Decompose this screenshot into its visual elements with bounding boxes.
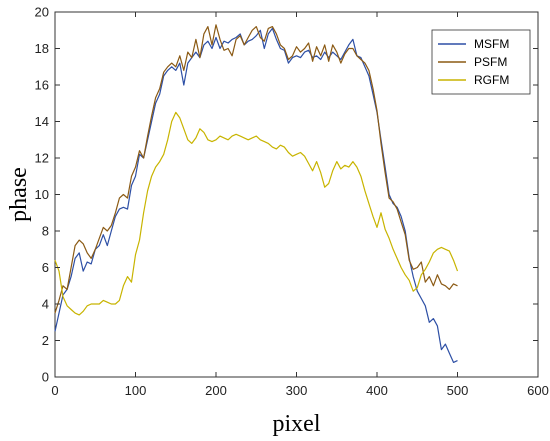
legend-label-rgfm: RGFM: [474, 73, 509, 87]
series-line-psfm: [54, 24, 458, 314]
y-tick-label: 16: [35, 78, 49, 93]
x-tick-label: 400: [366, 383, 388, 398]
y-tick-label: 0: [42, 370, 49, 385]
y-tick-label: 12: [35, 151, 49, 166]
series-line-rgfm: [54, 111, 459, 316]
y-tick-label: 8: [42, 224, 49, 239]
x-tick-label: 500: [447, 383, 469, 398]
x-tick-label: 0: [51, 383, 58, 398]
series-layer: [54, 24, 459, 363]
legend-label-msfm: MSFM: [474, 37, 509, 51]
y-tick-label: 20: [35, 5, 49, 20]
y-tick-label: 18: [35, 41, 49, 56]
y-tick-label: 2: [42, 333, 49, 348]
y-tick-label: 14: [35, 114, 49, 129]
x-tick-label: 200: [205, 383, 227, 398]
series-line-msfm: [54, 27, 458, 363]
y-tick-label: 6: [42, 260, 49, 275]
x-axis-label: pixel: [273, 411, 321, 437]
y-tick-label: 10: [35, 187, 49, 202]
y-tick-label: 4: [42, 297, 49, 312]
x-tick-label: 600: [527, 383, 549, 398]
y-axis-label: phase: [6, 167, 32, 222]
legend: MSFM PSFM RGFM: [431, 29, 531, 95]
x-tick-label: 100: [125, 383, 147, 398]
legend-label-psfm: PSFM: [474, 55, 507, 69]
x-tick-label: 300: [286, 383, 308, 398]
tick-layer: 0 100 200 300 400 500 600 0 2 4 6 8 10 12 14 16 18 20: [35, 5, 549, 399]
